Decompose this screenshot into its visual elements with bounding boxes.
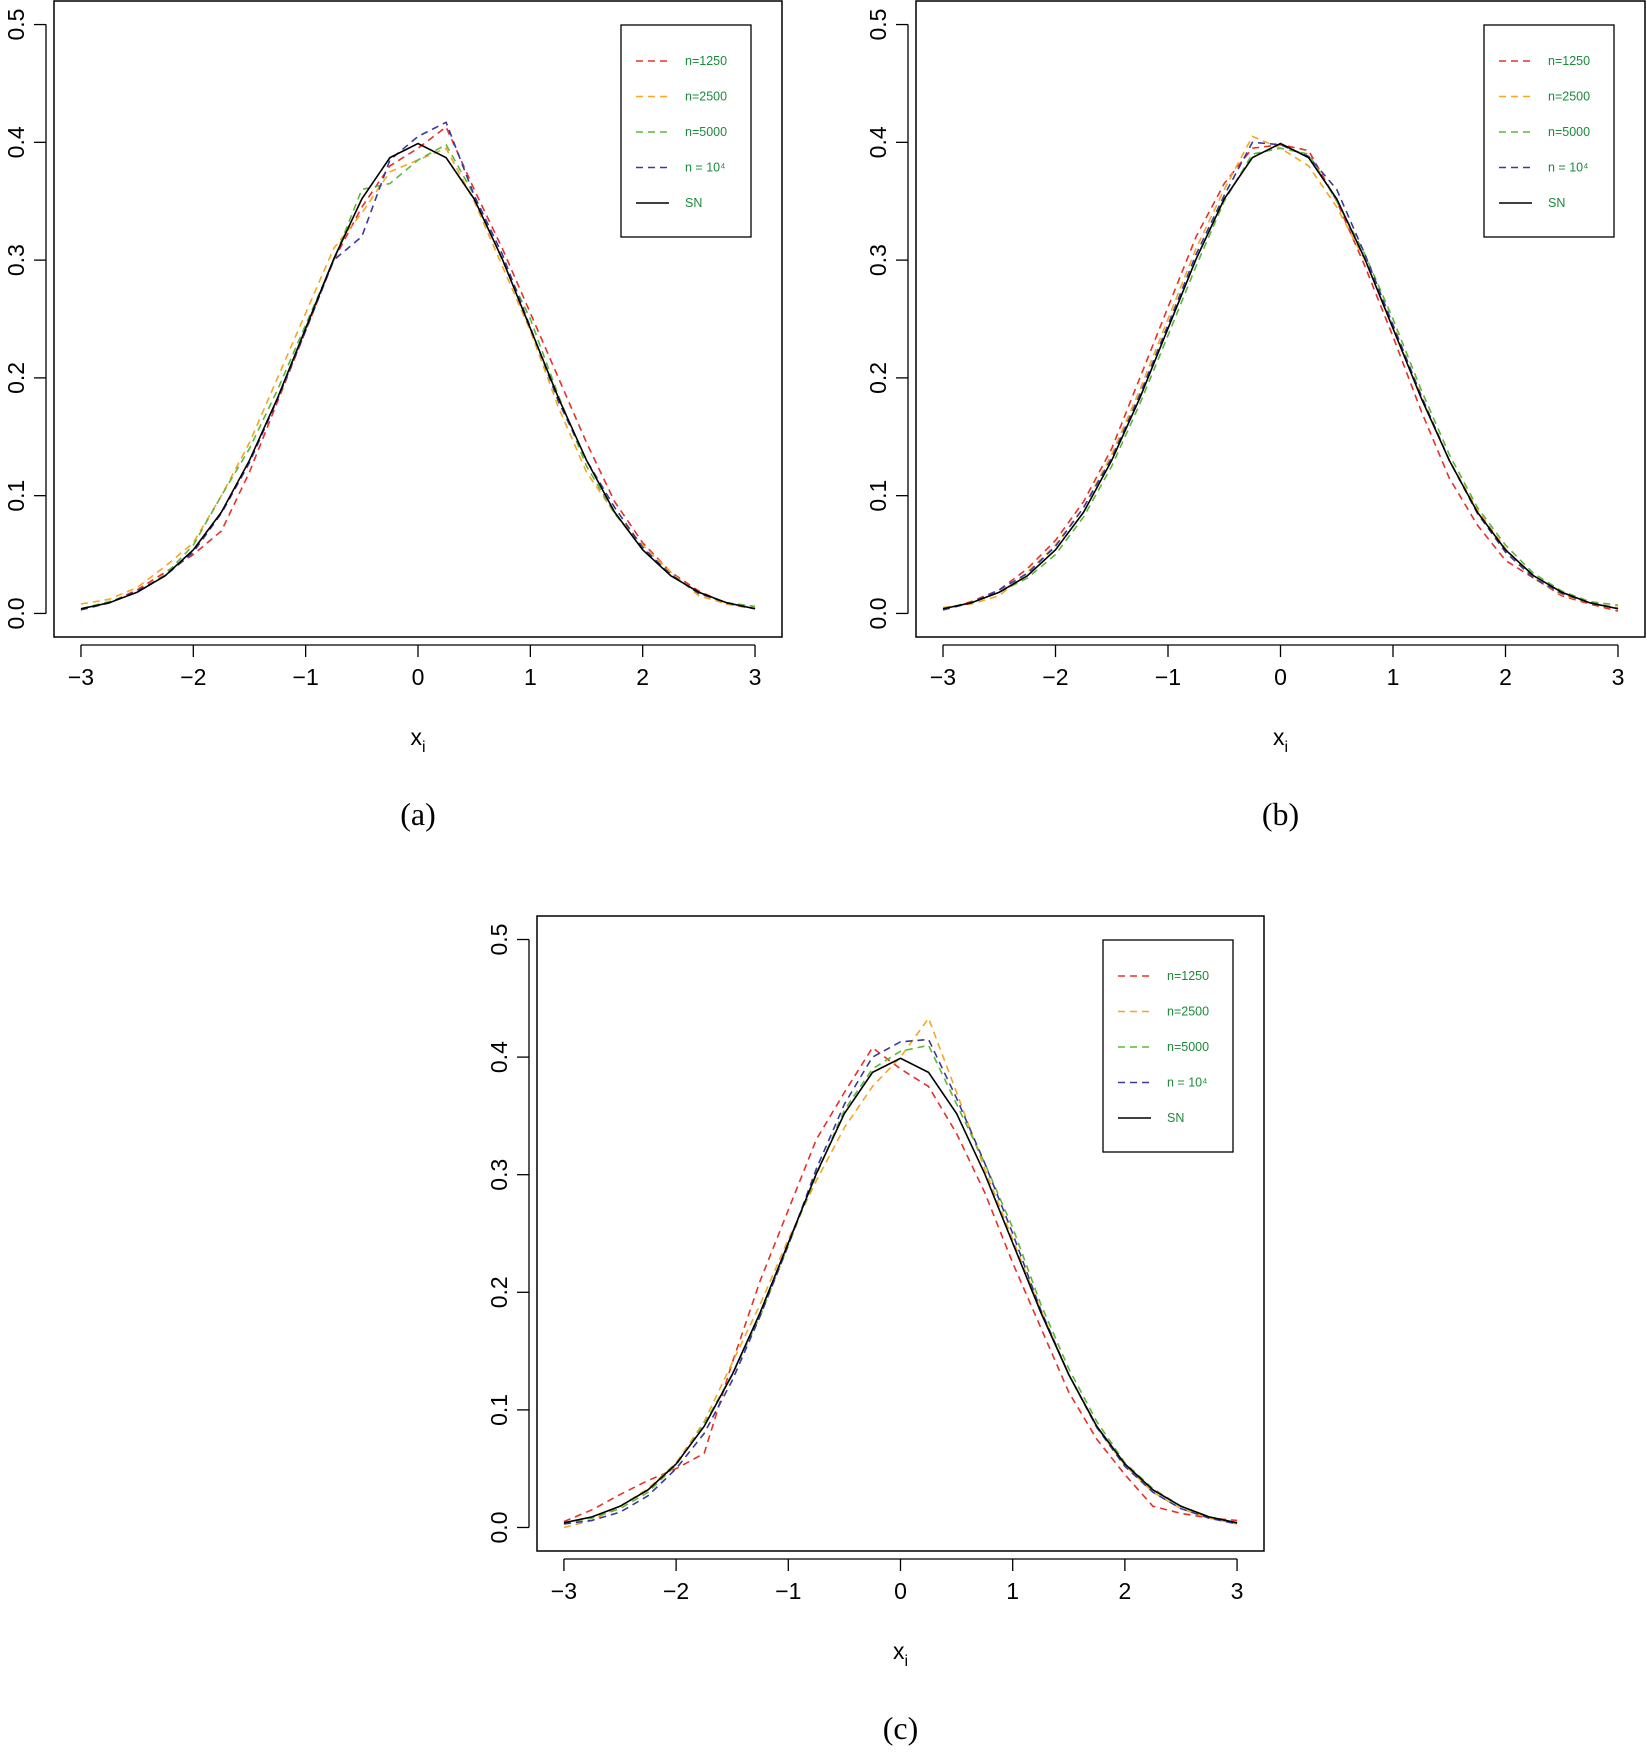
x-tick-label: 0 <box>894 1578 907 1604</box>
legend-label: n=5000 <box>1548 125 1590 139</box>
legend-label: SN <box>685 196 702 210</box>
y-tick-label: 0.1 <box>3 480 29 512</box>
panel: −3 −2 −1 0 1 2 3 0.0 0.1 0.2 0.3 0.4 0.5 xi (b) n=1250 n… <box>865 0 1646 832</box>
series-line <box>942 141 1619 611</box>
legend-label: SN <box>1548 196 1565 210</box>
legend-label: n = 10⁴ <box>1167 1076 1207 1090</box>
y-tick-label: 0.3 <box>865 244 891 276</box>
y-tick-label: 0.2 <box>486 1276 512 1308</box>
x-tick-label: 1 <box>1006 1578 1019 1604</box>
y-tick-label: 0.4 <box>3 126 29 158</box>
legend-label: n=1250 <box>1548 54 1590 68</box>
series-line <box>942 147 1619 610</box>
x-tick-label: −1 <box>1155 664 1181 690</box>
series-line <box>563 1046 1238 1523</box>
x-tick-label: 2 <box>1118 1578 1131 1604</box>
y-tick-label: 0.0 <box>486 1511 512 1543</box>
x-tick-label: −3 <box>68 664 94 690</box>
x-tick-label: 3 <box>1612 664 1625 690</box>
y-tick-label: 0.0 <box>3 597 29 629</box>
y-tick-label: 0.5 <box>3 9 29 41</box>
y-tick-label: 0.4 <box>865 126 891 158</box>
legend-label: n = 10⁴ <box>685 161 725 175</box>
y-tick-label: 0.1 <box>486 1394 512 1426</box>
series-line <box>942 143 1619 612</box>
legend-label: n=2500 <box>1548 90 1590 104</box>
plot-frame <box>915 0 1646 638</box>
plot-frame <box>536 915 1265 1552</box>
x-axis-label-sub: i <box>422 739 426 756</box>
series-line <box>80 125 756 611</box>
x-axis-label-sub: i <box>1284 739 1288 756</box>
x-axis-label: xi <box>1273 724 1288 756</box>
x-axis-label-base: x <box>410 724 422 750</box>
y-tick-label: 0.5 <box>865 9 891 41</box>
legend-label: n=5000 <box>685 125 727 139</box>
x-tick-label: 3 <box>1231 1578 1244 1604</box>
x-axis-label-sub: i <box>904 1653 908 1670</box>
x-tick-label: −1 <box>775 1578 801 1604</box>
series-line <box>80 143 756 610</box>
x-tick-label: 2 <box>636 664 649 690</box>
x-tick-label: −2 <box>1042 664 1068 690</box>
panel: −3 −2 −1 0 1 2 3 0.0 0.1 0.2 0.3 0.4 0.5 xi (c) n=1250 n… <box>486 915 1265 1746</box>
panel: −3 −2 −1 0 1 2 3 0.0 0.1 0.2 0.3 0.4 0.5 xi (a) n=1250 n… <box>3 0 783 832</box>
x-tick-label: 3 <box>749 664 762 690</box>
series-line <box>80 142 756 610</box>
x-axis-label-base: x <box>1273 724 1285 750</box>
x-tick-label: 1 <box>1387 664 1400 690</box>
x-tick-label: −3 <box>930 664 956 690</box>
x-tick-label: −1 <box>293 664 319 690</box>
caption: (a) <box>400 796 436 832</box>
legend-label: n=5000 <box>1167 1040 1209 1054</box>
legend-label: n=1250 <box>685 54 727 68</box>
x-axis-label: xi <box>410 724 425 756</box>
series-line <box>563 1038 1238 1525</box>
plot-frame <box>53 0 783 638</box>
series-line <box>563 1057 1238 1524</box>
x-tick-label: −3 <box>551 1578 577 1604</box>
x-tick-label: 0 <box>412 664 425 690</box>
legend-label: n=2500 <box>685 90 727 104</box>
y-tick-label: 0.1 <box>865 480 891 512</box>
y-tick-label: 0.5 <box>486 924 512 956</box>
legend-label: n = 10⁴ <box>1548 161 1588 175</box>
y-tick-label: 0.2 <box>865 362 891 394</box>
caption: (b) <box>1262 796 1299 832</box>
y-tick-label: 0.3 <box>486 1159 512 1191</box>
x-axis-label-base: x <box>893 1638 905 1664</box>
x-axis-label: xi <box>893 1638 908 1670</box>
legend-label: SN <box>1167 1111 1184 1125</box>
caption: (c) <box>883 1710 919 1746</box>
y-tick-label: 0.4 <box>486 1041 512 1073</box>
x-tick-label: 1 <box>524 664 537 690</box>
series-line <box>942 142 1619 610</box>
series-line <box>80 121 756 611</box>
x-tick-label: −2 <box>663 1578 689 1604</box>
x-tick-label: 2 <box>1499 664 1512 690</box>
x-tick-label: 0 <box>1274 664 1287 690</box>
x-tick-label: −2 <box>180 664 206 690</box>
legend-label: n=2500 <box>1167 1005 1209 1019</box>
y-tick-label: 0.3 <box>3 244 29 276</box>
y-tick-label: 0.2 <box>3 362 29 394</box>
legend-label: n=1250 <box>1167 969 1209 983</box>
y-tick-label: 0.0 <box>865 597 891 629</box>
